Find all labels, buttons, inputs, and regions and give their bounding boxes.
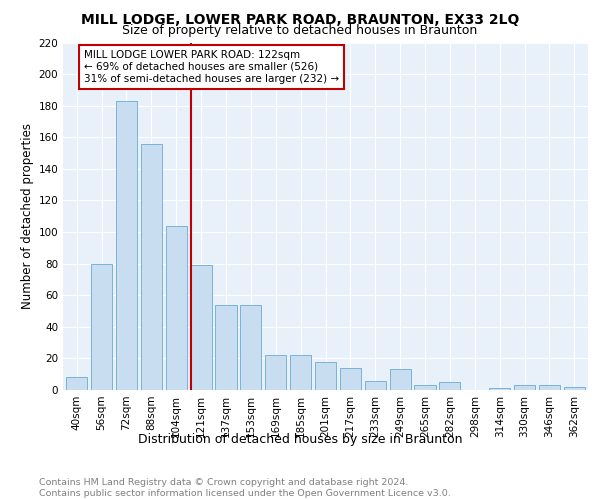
- Y-axis label: Number of detached properties: Number of detached properties: [21, 123, 34, 309]
- Bar: [389, 370, 411, 390]
- Text: MILL LODGE LOWER PARK ROAD: 122sqm
← 69% of detached houses are smaller (526)
31: MILL LODGE LOWER PARK ROAD: 122sqm ← 69%…: [84, 50, 339, 84]
- Bar: [191, 265, 212, 390]
- Bar: [539, 386, 560, 390]
- Bar: [116, 101, 137, 390]
- Bar: [340, 368, 361, 390]
- Text: Contains HM Land Registry data © Crown copyright and database right 2024.
Contai: Contains HM Land Registry data © Crown c…: [39, 478, 451, 498]
- Bar: [91, 264, 112, 390]
- Bar: [290, 355, 311, 390]
- Bar: [215, 304, 236, 390]
- Text: Size of property relative to detached houses in Braunton: Size of property relative to detached ho…: [122, 24, 478, 37]
- Bar: [265, 355, 286, 390]
- Bar: [439, 382, 460, 390]
- Bar: [240, 304, 262, 390]
- Bar: [141, 144, 162, 390]
- Bar: [315, 362, 336, 390]
- Bar: [564, 387, 585, 390]
- Bar: [415, 386, 436, 390]
- Bar: [514, 386, 535, 390]
- Bar: [365, 380, 386, 390]
- Text: Distribution of detached houses by size in Braunton: Distribution of detached houses by size …: [138, 432, 462, 446]
- Text: MILL LODGE, LOWER PARK ROAD, BRAUNTON, EX33 2LQ: MILL LODGE, LOWER PARK ROAD, BRAUNTON, E…: [81, 12, 519, 26]
- Bar: [489, 388, 510, 390]
- Bar: [66, 378, 87, 390]
- Bar: [166, 226, 187, 390]
